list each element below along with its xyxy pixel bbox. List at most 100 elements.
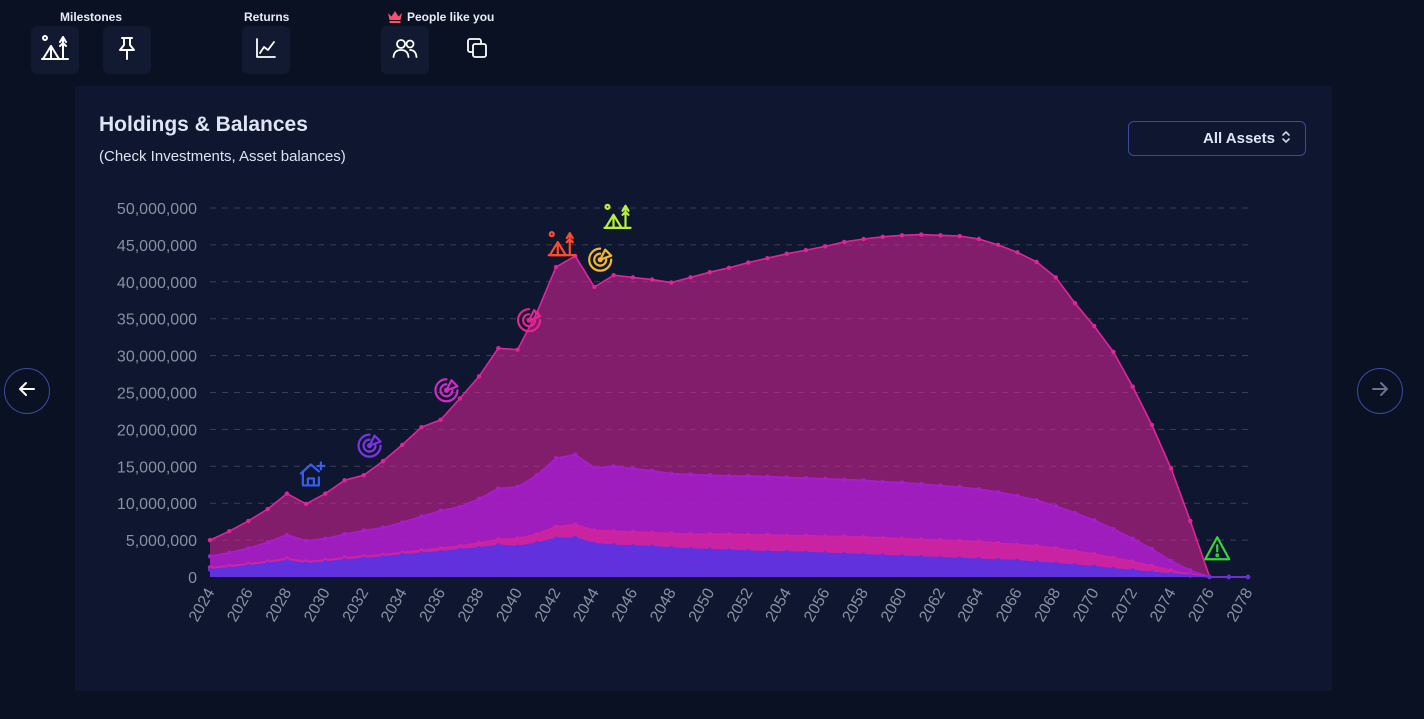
data-point [1130,536,1135,541]
home-plus-icon[interactable] [299,461,326,487]
target-icon[interactable] [357,433,382,458]
data-point [496,486,501,491]
data-point [1207,574,1212,580]
pin-icon [114,35,140,66]
milestone-camp-button[interactable] [31,26,79,74]
data-point [246,546,251,551]
data-point [919,232,924,237]
data-point [726,548,732,553]
data-point [1034,560,1039,565]
data-point [457,543,463,549]
data-point [553,536,559,541]
copy-button[interactable] [453,26,501,74]
people-button[interactable] [381,26,429,74]
data-point [688,546,693,552]
data-point [803,475,809,481]
data-point [938,555,943,561]
data-point [746,260,751,265]
data-point [303,561,309,566]
milestone-pin-button[interactable] [103,26,151,74]
data-point [822,534,828,539]
data-point [592,541,597,546]
data-point [380,554,386,560]
data-point [515,536,520,541]
data-point [1168,466,1174,471]
data-point [342,531,347,537]
data-point [534,472,539,478]
data-point [707,472,712,478]
data-point [880,535,885,541]
crown-icon [387,10,403,26]
data-point [1015,558,1020,563]
x-tick-label: 2042 [532,585,565,624]
data-point [669,280,674,285]
x-tick-label: 2068 [1032,585,1065,624]
data-point [822,244,828,249]
data-point [784,251,789,256]
data-point [669,471,674,476]
y-tick-label: 20,000,000 [117,422,197,439]
copy-icon [465,36,489,65]
data-point [303,538,309,544]
data-point [976,486,982,492]
data-point [380,458,386,464]
target-icon[interactable] [588,247,613,272]
data-point [726,531,732,537]
data-point [1149,563,1155,569]
data-point [899,233,905,238]
data-point [899,480,905,485]
data-point [688,275,693,280]
data-point [207,567,213,572]
data-point [1034,259,1039,265]
x-tick-label: 2034 [378,585,411,624]
line-chart-icon [255,37,277,64]
data-point [880,479,885,484]
warning-icon[interactable] [1204,536,1231,561]
data-point [957,538,962,544]
arrow-left-icon [17,379,37,404]
card-title: Holdings & Balances [99,113,308,136]
data-point [919,554,924,560]
y-tick-label: 50,000,000 [117,201,197,218]
data-point [361,528,366,533]
arrow-right-icon [1370,379,1390,404]
data-point [1053,275,1058,280]
holdings-chart: 0 5,000,000 10,000,000 15,000,000 20,000,000… [117,201,1257,625]
data-point [611,529,616,534]
camp-icon[interactable] [547,231,576,257]
data-point [746,473,751,479]
data-point [707,547,712,552]
data-point [438,546,443,551]
data-point [246,518,251,524]
data-point [899,554,905,559]
data-point [227,565,232,571]
data-point [746,532,751,538]
data-point [1149,546,1155,552]
data-point [361,472,366,478]
data-point [861,236,866,242]
users-icon [392,37,418,64]
data-point [457,504,463,510]
y-tick-label: 35,000,000 [117,312,197,329]
data-point [419,514,424,519]
x-tick-label: 2048 [647,585,680,624]
data-point [1111,566,1116,572]
y-tick-label: 30,000,000 [117,349,197,366]
data-point [400,552,405,558]
returns-chart-button[interactable] [242,26,290,74]
data-point [534,540,539,546]
asset-filter-select[interactable]: All Assets [1128,121,1306,156]
data-point [1226,574,1231,580]
next-button[interactable] [1357,368,1403,414]
data-point [938,233,943,238]
previous-button[interactable] [4,368,50,414]
target-icon[interactable] [434,378,459,403]
target-icon[interactable] [517,308,542,333]
data-point [438,508,443,513]
data-point [553,524,559,530]
data-point [1015,542,1020,547]
y-tick-label: 40,000,000 [117,275,197,292]
data-point [1149,422,1155,428]
camp-icon[interactable] [603,203,632,229]
data-point [707,270,712,275]
